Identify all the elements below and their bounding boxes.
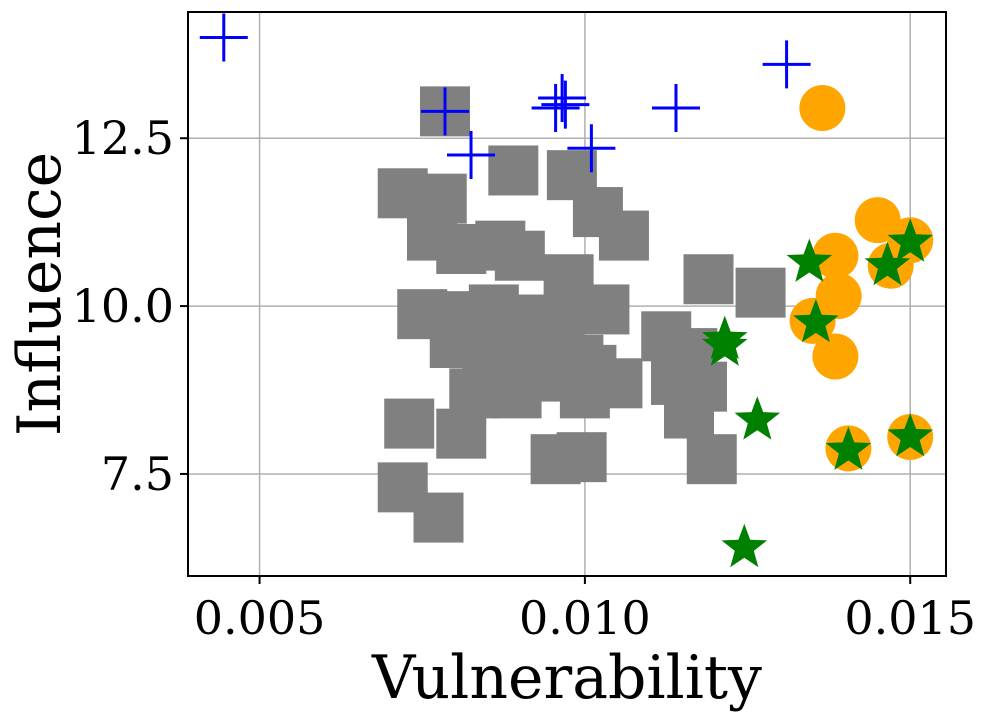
- point-circle: [799, 85, 846, 132]
- point-star: [793, 298, 839, 343]
- x-tick-label: 0.015: [844, 591, 976, 645]
- point-star: [887, 218, 934, 262]
- point-star: [887, 413, 934, 457]
- plot-frame: [187, 11, 947, 577]
- point-square: [488, 145, 539, 196]
- point-square: [559, 368, 610, 419]
- y-tick-label: 12.5: [72, 111, 174, 165]
- point-plus: [567, 124, 616, 173]
- point-square: [579, 284, 630, 335]
- axis-ticks: 0.005 0.010 0.015 7.5 10.0 12.5: [72, 111, 976, 645]
- point-circle: [812, 333, 859, 380]
- point-square: [384, 398, 435, 449]
- point-square: [686, 434, 737, 485]
- point-plus: [199, 13, 248, 62]
- x-tick-label: 0.005: [194, 591, 326, 645]
- point-star: [734, 396, 781, 440]
- y-tick-label: 7.5: [101, 447, 174, 501]
- x-axis-label: Vulnerability: [371, 643, 762, 713]
- x-tick-label: 0.010: [519, 591, 651, 645]
- point-square: [735, 267, 786, 318]
- point-plus: [651, 84, 700, 133]
- point-circle: [812, 232, 859, 279]
- point-star: [786, 238, 833, 282]
- data-points: [199, 13, 934, 568]
- point-square: [663, 388, 714, 439]
- point-square: [491, 368, 542, 419]
- point-star: [864, 241, 911, 286]
- point-star: [825, 426, 872, 470]
- y-tick-label: 10.0: [72, 279, 174, 333]
- y-axis-label: Influence: [5, 152, 75, 436]
- point-star: [721, 523, 768, 568]
- point-square: [436, 408, 487, 459]
- point-square: [556, 432, 607, 483]
- point-square: [494, 230, 545, 281]
- point-plus: [538, 73, 587, 122]
- point-square: [413, 492, 464, 543]
- point-square: [683, 254, 734, 305]
- point-square: [598, 210, 649, 261]
- point-plus: [447, 131, 496, 180]
- point-plus: [762, 40, 811, 89]
- point-plus: [531, 84, 580, 133]
- point-plus: [541, 80, 590, 129]
- point-plus: [421, 87, 470, 136]
- point-star: [701, 322, 748, 366]
